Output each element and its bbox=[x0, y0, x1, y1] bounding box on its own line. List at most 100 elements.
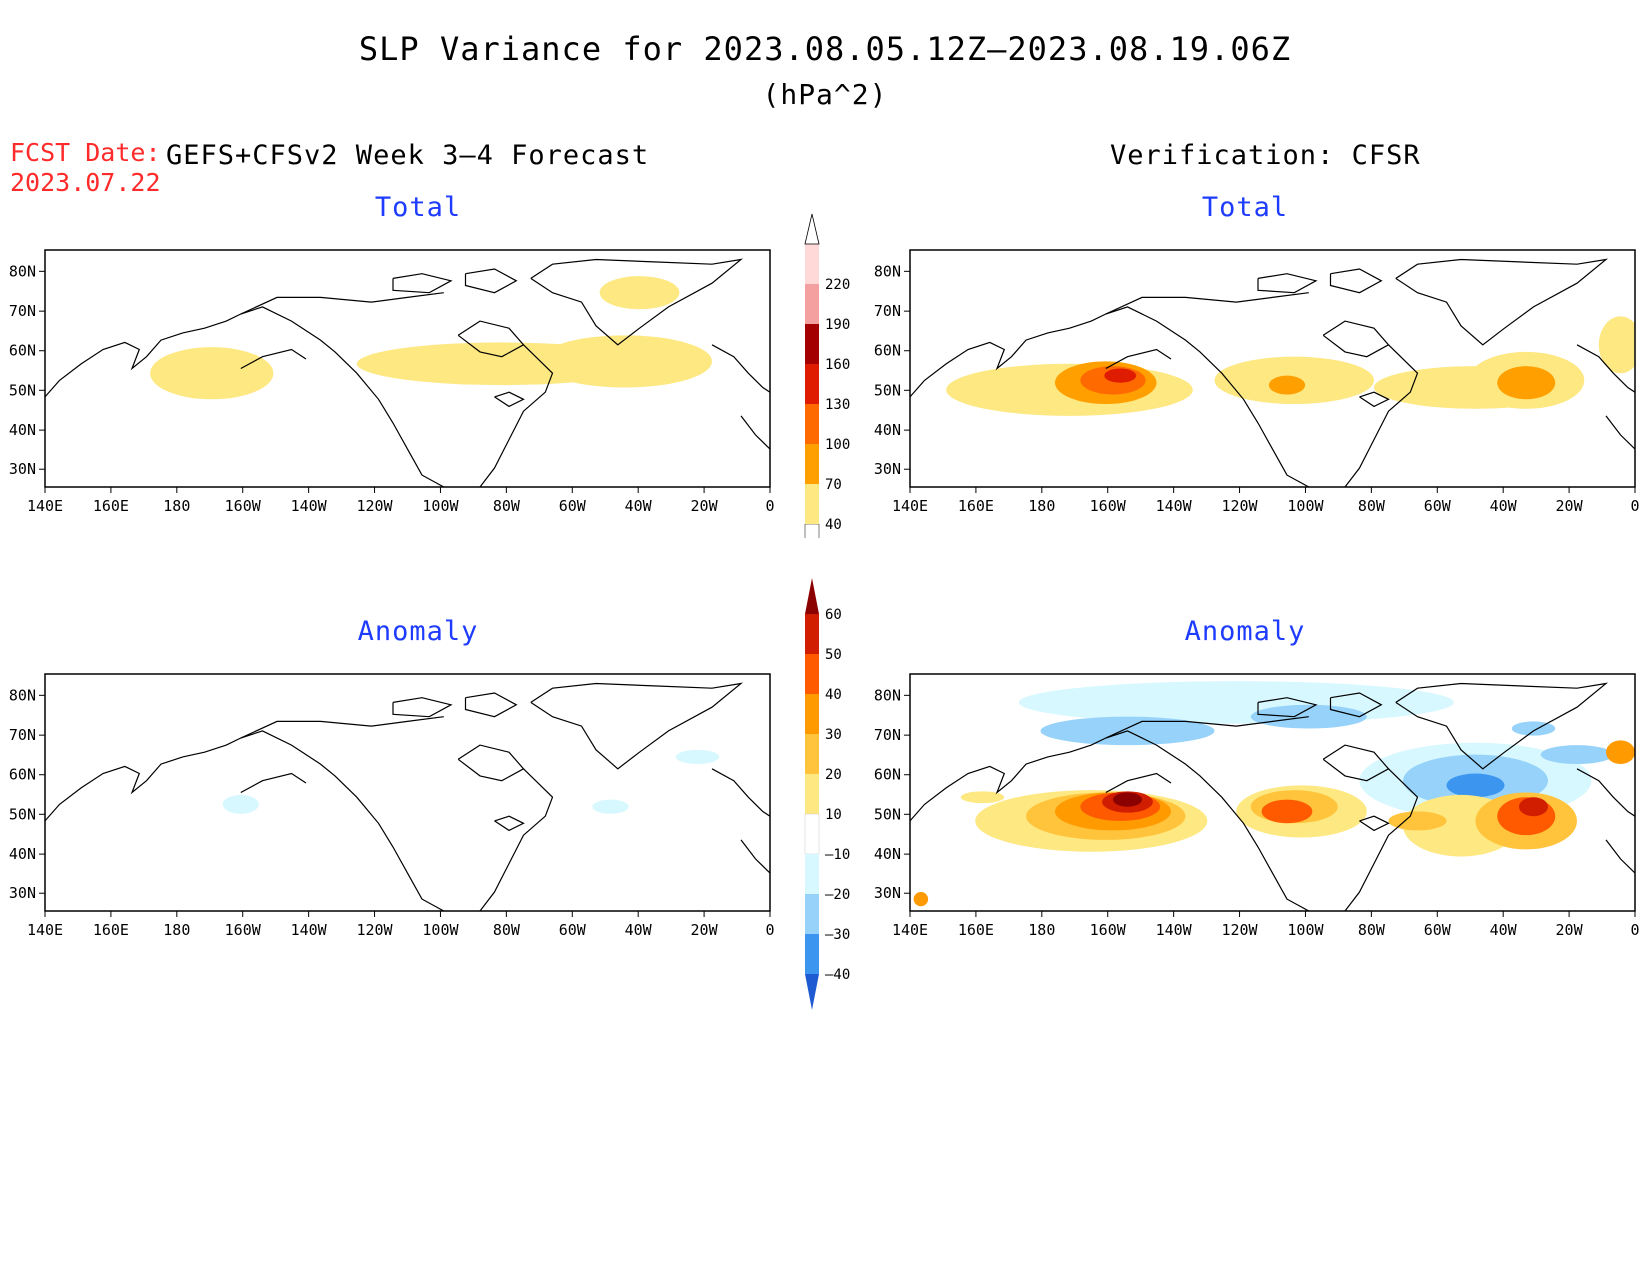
lon-tick-label: 180 bbox=[163, 921, 190, 939]
forecast-header: GEFS+CFSv2 Week 3–4 Forecast bbox=[166, 140, 650, 171]
colorbar-label: 220 bbox=[825, 277, 850, 293]
verification-anomaly-shading bbox=[913, 681, 1635, 907]
forecast-total-map: 140E 160E 180 160W 140W 120W 100W 80W 60W 40W 20W 0… bbox=[9, 249, 775, 515]
coastline bbox=[240, 348, 307, 370]
lon-tick-label: 160W bbox=[225, 497, 262, 515]
coastline bbox=[494, 391, 525, 408]
coastline bbox=[240, 306, 445, 487]
colorbar-label: 10 bbox=[825, 807, 842, 823]
lat-tick-label: 40N bbox=[874, 421, 901, 439]
coastline bbox=[1395, 258, 1609, 346]
lat-tick-label: 80N bbox=[874, 686, 901, 704]
lon-tick-label: 160E bbox=[958, 921, 994, 939]
coastline bbox=[494, 815, 525, 832]
forecast-anomaly-coastlines bbox=[45, 682, 770, 911]
shaded-region bbox=[960, 791, 1005, 804]
colorbar-label: 40 bbox=[825, 687, 842, 703]
lon-tick-label: 100W bbox=[1287, 921, 1324, 939]
lon-tick-label: 160E bbox=[958, 497, 994, 515]
coastline bbox=[1359, 815, 1390, 832]
map-frame bbox=[909, 249, 1636, 488]
shaded-region bbox=[1497, 366, 1556, 400]
lat-tick-label: 40N bbox=[874, 845, 901, 863]
lon-tick-label: 160E bbox=[93, 497, 129, 515]
lon-tick-label: 120W bbox=[1221, 497, 1258, 515]
colorbar-label: 50 bbox=[825, 647, 842, 663]
shaded-region bbox=[592, 799, 629, 814]
forecast-total-shading bbox=[150, 276, 712, 400]
verification-anomaly-coastlines bbox=[910, 682, 1635, 911]
shaded-region bbox=[1388, 811, 1447, 831]
shaded-region bbox=[1268, 375, 1306, 395]
coastline bbox=[240, 730, 445, 911]
coastline bbox=[457, 744, 525, 782]
lat-tick-label: 70N bbox=[874, 302, 901, 320]
coastline bbox=[240, 292, 444, 315]
colorbar-bottom-arrow bbox=[805, 974, 819, 1010]
shaded-region bbox=[599, 276, 680, 310]
lat-tick-label: 30N bbox=[874, 884, 901, 902]
map-frame bbox=[909, 673, 1636, 912]
lon-tick-label: 40W bbox=[625, 497, 653, 515]
colorbar-segment bbox=[805, 484, 819, 524]
lat-tick-label: 40N bbox=[9, 845, 36, 863]
coastline bbox=[1605, 415, 1635, 450]
lon-tick-label: 180 bbox=[1028, 921, 1055, 939]
lon-tick-label: 160W bbox=[1090, 921, 1127, 939]
coastline bbox=[479, 768, 554, 911]
colorbar-segment bbox=[805, 614, 819, 654]
shaded-region bbox=[1261, 799, 1313, 824]
lon-tick-label: 100W bbox=[1287, 497, 1324, 515]
lon-tick-label: 20W bbox=[1556, 921, 1584, 939]
lat-tick-label: 70N bbox=[9, 726, 36, 744]
coastline bbox=[1105, 716, 1309, 739]
coastline bbox=[740, 839, 770, 874]
verification-anomaly-map: 140E 160E 180 160W 140W 120W 100W 80W 60W 40W 20W 0… bbox=[874, 673, 1640, 939]
forecast-date: FCST Date: 2023.07.22 bbox=[10, 138, 161, 198]
lat-tick-label: 50N bbox=[874, 805, 901, 823]
colorbar-label: 130 bbox=[825, 397, 850, 413]
coastline bbox=[1105, 292, 1309, 315]
lon-tick-label: 140E bbox=[27, 921, 63, 939]
coastline bbox=[1344, 344, 1419, 487]
lon-tick-label: 80W bbox=[1358, 921, 1386, 939]
colorbar-label: 20 bbox=[825, 767, 842, 783]
coastline bbox=[1359, 391, 1390, 408]
coastline bbox=[1105, 348, 1172, 370]
colorbar-label: 60 bbox=[825, 607, 842, 623]
colorbar-segment bbox=[805, 364, 819, 404]
verification-total-shading bbox=[946, 316, 1635, 416]
coastline bbox=[1105, 730, 1310, 911]
lon-tick-label: 60W bbox=[1424, 921, 1452, 939]
coastline bbox=[464, 692, 518, 718]
lon-tick-label: 80W bbox=[493, 497, 521, 515]
lon-tick-label: 0 bbox=[1630, 497, 1639, 515]
coastline bbox=[1322, 744, 1390, 782]
colorbar-label: 40 bbox=[825, 517, 842, 533]
coastline bbox=[711, 344, 770, 393]
panel-title-forecast-anomaly: Anomaly bbox=[357, 616, 479, 647]
lon-tick-label: 80W bbox=[1358, 497, 1386, 515]
coastline bbox=[1329, 268, 1383, 294]
lon-tick-label: 40W bbox=[1490, 497, 1518, 515]
lat-tick-label: 80N bbox=[874, 262, 901, 280]
shaded-region bbox=[1519, 797, 1548, 817]
lon-tick-label: 100W bbox=[422, 921, 459, 939]
colorbar-segment bbox=[805, 694, 819, 734]
colorbar-segment bbox=[805, 324, 819, 364]
colorbar-segment bbox=[805, 654, 819, 694]
map-frame bbox=[44, 249, 771, 488]
colorbar-segment bbox=[805, 774, 819, 814]
shaded-region bbox=[1104, 368, 1137, 383]
colorbar-label: 70 bbox=[825, 477, 842, 493]
colorbar-segment bbox=[805, 894, 819, 934]
verification-total-map: 140E 160E 180 160W 140W 120W 100W 80W 60W 40W 20W 0… bbox=[874, 249, 1640, 515]
lat-tick-label: 80N bbox=[9, 686, 36, 704]
lon-tick-label: 60W bbox=[559, 497, 587, 515]
lon-tick-label: 20W bbox=[691, 497, 719, 515]
lon-tick-label: 180 bbox=[163, 497, 190, 515]
lat-tick-label: 30N bbox=[874, 460, 901, 478]
lon-tick-label: 20W bbox=[691, 921, 719, 939]
lon-tick-label: 140W bbox=[291, 921, 328, 939]
lon-tick-label: 140W bbox=[1156, 921, 1193, 939]
